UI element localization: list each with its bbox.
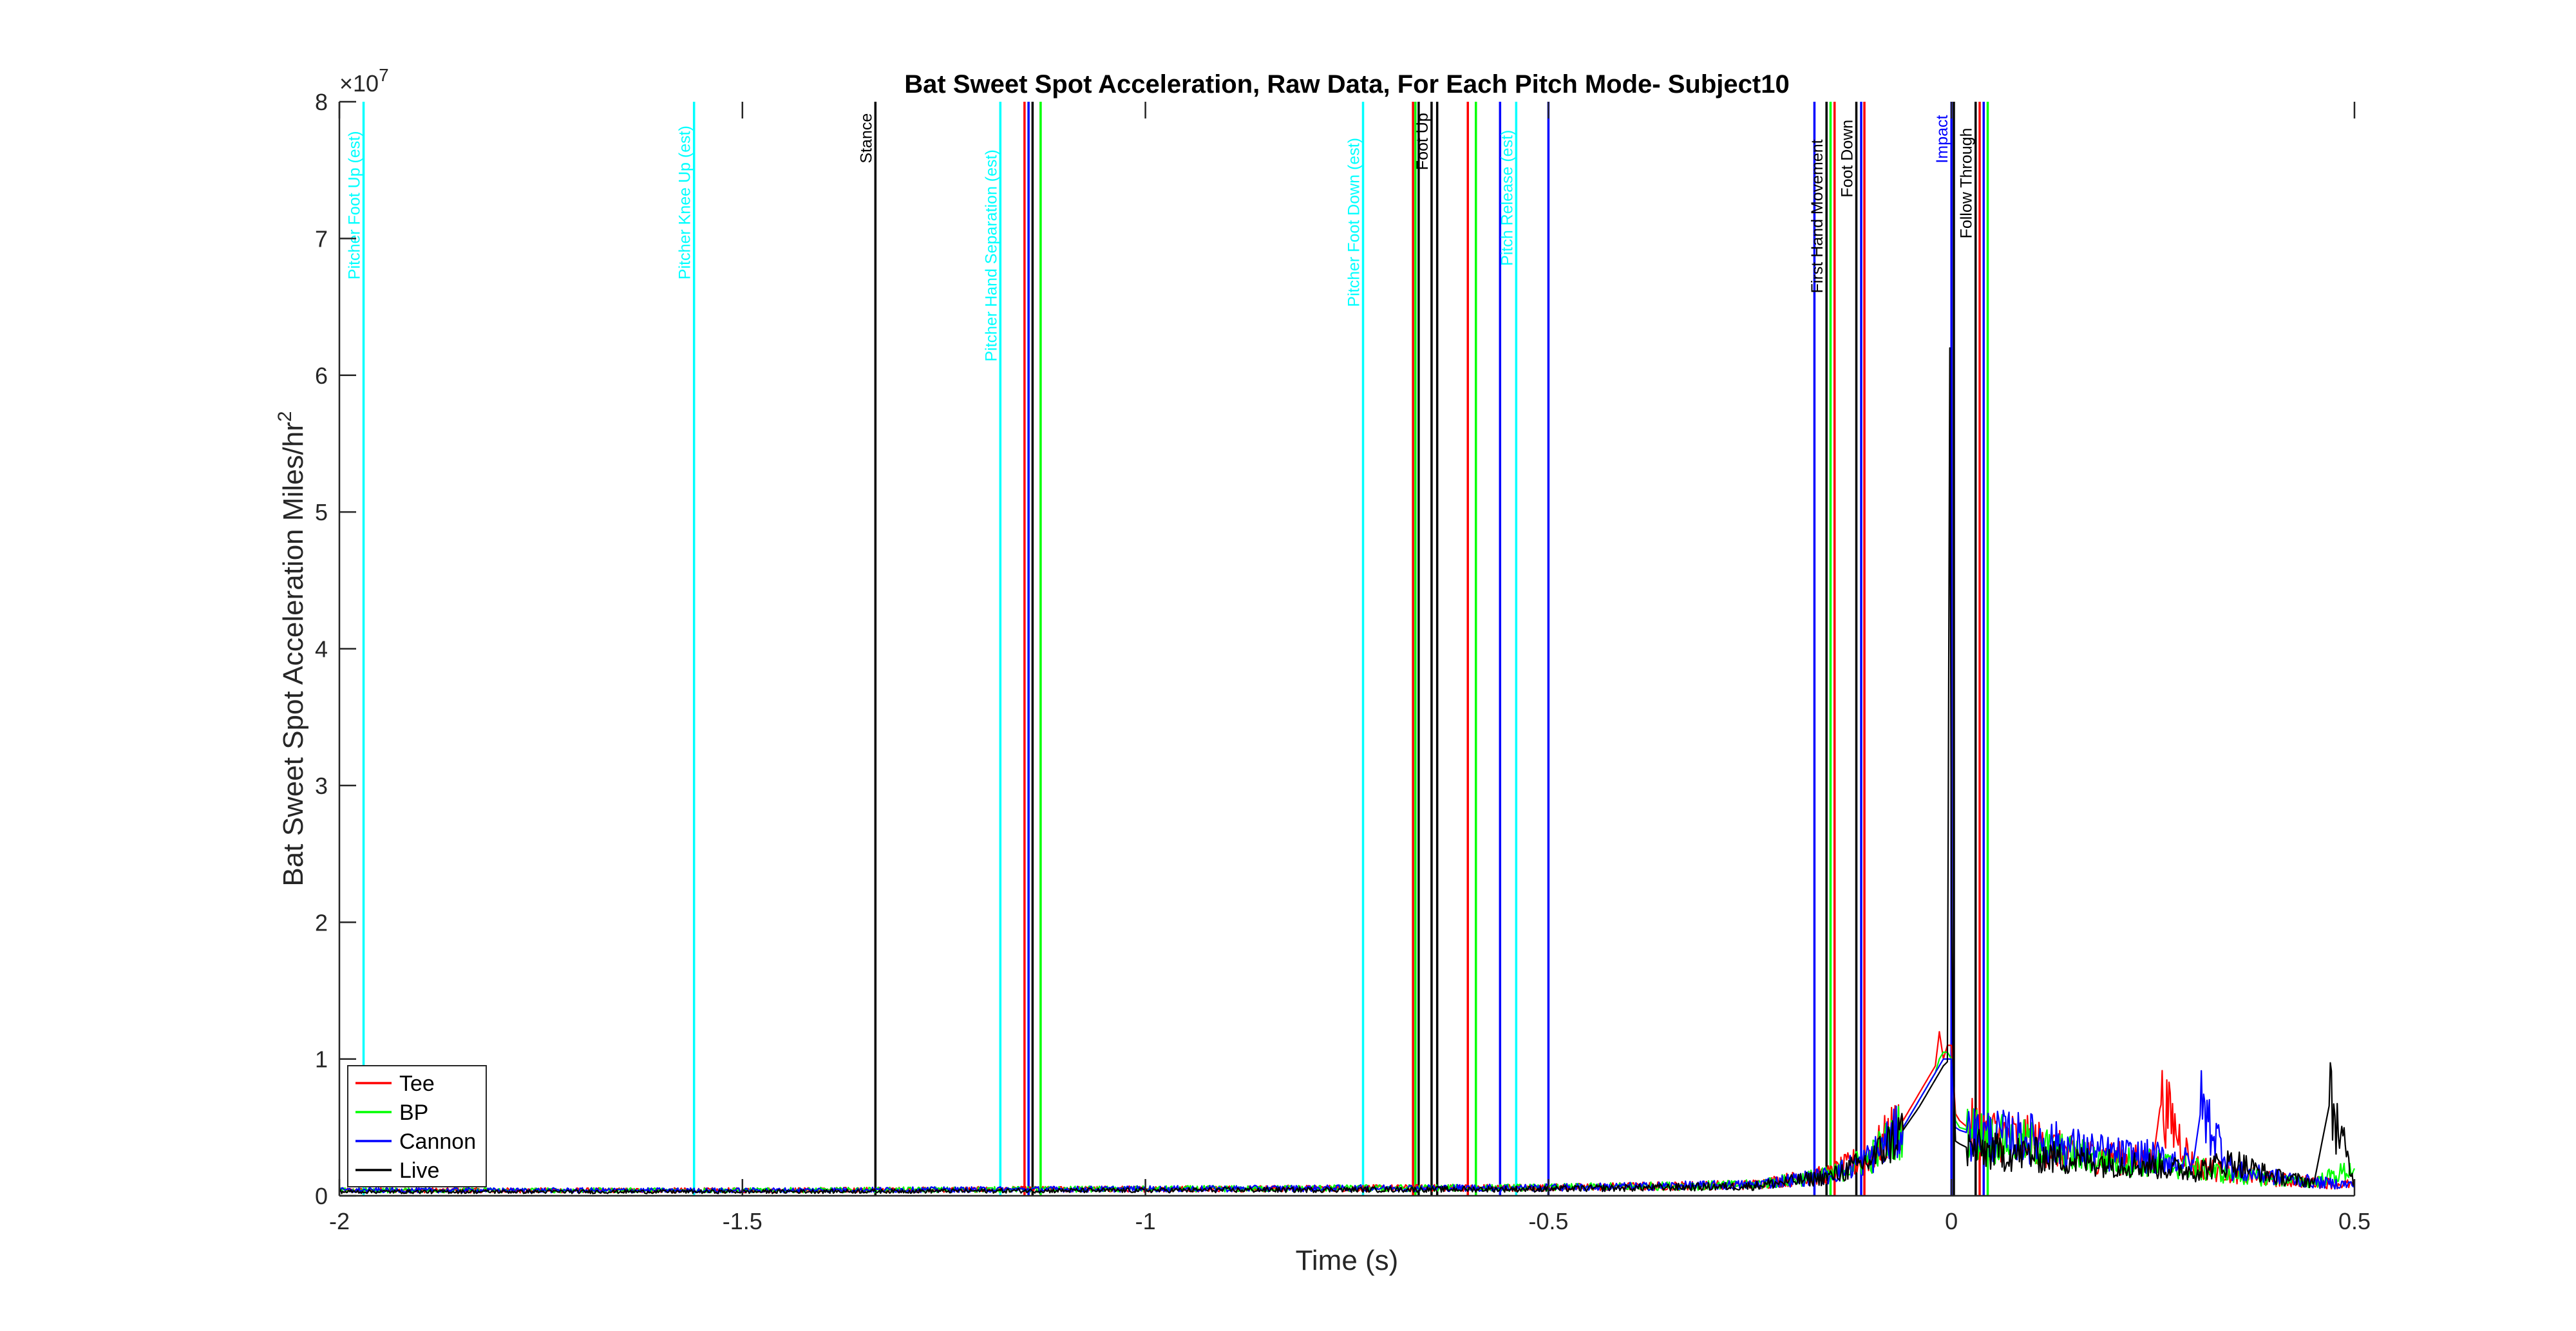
data-series xyxy=(339,347,2356,1194)
y-tick-label: 2 xyxy=(315,909,328,936)
series-line-live xyxy=(339,347,2355,1194)
legend-box xyxy=(347,1065,487,1187)
legend-label: BP xyxy=(399,1100,428,1125)
event-label: Foot Up xyxy=(1414,113,1432,170)
y-tick-label: 4 xyxy=(315,636,328,663)
event-label: Stance xyxy=(857,113,875,164)
x-tick-label: 0 xyxy=(1945,1208,1958,1234)
y-axis-exponent-base: ×10 xyxy=(339,70,379,97)
x-tick-label: -2 xyxy=(329,1208,350,1234)
axes: -2 -1.5 -1 -0.5 0 0.5 0 1 2 3 4 5 6 7 8 xyxy=(315,89,2371,1234)
event-label: Impact xyxy=(1933,115,1951,163)
y-tick-label: 3 xyxy=(315,773,328,799)
x-tick-label: -1 xyxy=(1135,1208,1156,1234)
event-label: Pitcher Hand Separation (est) xyxy=(982,149,1000,361)
x-axis-label: Time (s) xyxy=(1296,1245,1399,1276)
legend-label: Tee xyxy=(399,1071,435,1096)
event-label: Pitcher Foot Up (est) xyxy=(346,131,364,279)
legend-label: Live xyxy=(399,1158,439,1183)
chart-title: Bat Sweet Spot Acceleration, Raw Data, F… xyxy=(904,70,1789,99)
event-label: Pitcher Foot Down (est) xyxy=(1345,138,1363,307)
y-axis-exponent-power: 7 xyxy=(379,65,389,85)
y-axis-label-superscript: 2 xyxy=(274,411,296,422)
legend: Tee BP Cannon Live xyxy=(347,1065,487,1187)
y-tick-label: 5 xyxy=(315,499,328,525)
y-tick-label: 0 xyxy=(315,1183,328,1209)
y-axis-label-text: Bat Sweet Spot Acceleration Miles/hr xyxy=(278,422,309,886)
event-label: Pitch Release (est) xyxy=(1498,130,1516,266)
event-label: Pitcher Knee Up (est) xyxy=(676,126,694,279)
event-label: Follow Through xyxy=(1958,128,1976,239)
y-tick-label: 7 xyxy=(315,225,328,252)
y-tick-label: 6 xyxy=(315,363,328,389)
y-tick-label: 1 xyxy=(315,1046,328,1073)
legend-label: Cannon xyxy=(399,1129,476,1154)
x-tick-label: -1.5 xyxy=(723,1208,762,1234)
y-axis-exponent: ×107 xyxy=(339,65,389,97)
y-tick-label: 8 xyxy=(315,89,328,115)
event-lines: Pitcher Foot Up (est) Pitcher Knee Up (es… xyxy=(346,102,1989,1196)
y-axis-label: Bat Sweet Spot Acceleration Miles/hr2 xyxy=(274,411,309,886)
x-tick-label: -0.5 xyxy=(1528,1208,1568,1234)
event-label: First Hand Movement xyxy=(1808,139,1826,293)
event-label: Foot Down xyxy=(1839,120,1857,198)
x-tick-label: 0.5 xyxy=(2338,1208,2371,1234)
